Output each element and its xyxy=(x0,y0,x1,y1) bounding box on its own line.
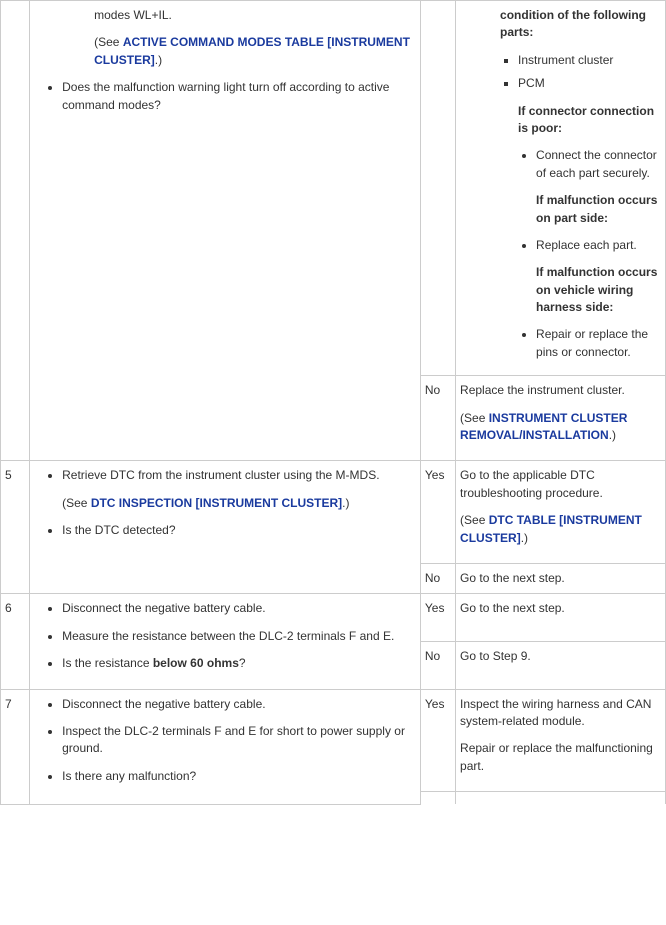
step-7-yes-action: Inspect the wiring harness and CAN syste… xyxy=(456,689,666,792)
step-4-cont-text: modes WL+IL. xyxy=(94,7,416,24)
step-6-inspection: Disconnect the negative battery cable. M… xyxy=(30,594,421,689)
step-5-see: (See DTC INSPECTION [INSTRUMENT CLUSTER]… xyxy=(62,495,416,512)
step-7-no-action xyxy=(456,792,666,805)
step-5-b2: Is the DTC detected? xyxy=(62,522,416,539)
step-5-yes-label: Yes xyxy=(420,461,455,564)
step-6-number: 6 xyxy=(1,594,30,689)
step-7-inspection: Disconnect the negative battery cable. I… xyxy=(30,689,421,804)
step-5-yes-action: Go to the applicable DTC troubleshooting… xyxy=(456,461,666,564)
step-6-b1: Disconnect the negative battery cable. xyxy=(62,600,416,617)
step-4-question: Does the malfunction warning light turn … xyxy=(62,79,416,114)
step-4-number xyxy=(1,1,30,461)
link-active-command-modes[interactable]: ACTIVE COMMAND MODES TABLE [INSTRUMENT C… xyxy=(94,35,410,66)
step-7-b2: Inspect the DLC-2 terminals F and E for … xyxy=(62,723,416,758)
step-4-no-action: Replace the instrument cluster. (See INS… xyxy=(456,376,666,461)
step-7-yes-label: Yes xyxy=(420,689,455,792)
step-5-inspection: Retrieve DTC from the instrument cluster… xyxy=(30,461,421,594)
step-4-yes-label xyxy=(420,1,455,376)
step-4-yes-h2: If connector connection is poor: xyxy=(518,103,661,138)
step-6-yes-action: Go to the next step. xyxy=(456,594,666,642)
step-4-yes-sub2: Connect the connector of each part secur… xyxy=(536,147,661,227)
step-4-see: (See ACTIVE COMMAND MODES TABLE [INSTRUM… xyxy=(94,34,416,69)
step-4-yes-sub4: Repair or replace the pins or connector. xyxy=(536,326,661,361)
step-4-yes-h4: If malfunction occurs on vehicle wiring … xyxy=(536,264,661,316)
step-5-no-label: No xyxy=(420,563,455,593)
step-4-no-see: (See INSTRUMENT CLUSTER REMOVAL/INSTALLA… xyxy=(460,410,661,445)
step-4-part-pcm: PCM If connector connection is poor: Con… xyxy=(518,75,661,361)
diagnostic-table: modes WL+IL. (See ACTIVE COMMAND MODES T… xyxy=(0,0,666,805)
step-7-number: 7 xyxy=(1,689,30,804)
step-5-b1: Retrieve DTC from the instrument cluster… xyxy=(62,467,416,512)
step-7-no-label xyxy=(420,792,455,805)
step-7-b3: Is there any malfunction? xyxy=(62,768,416,785)
step-4-yes-h1: condition of the following parts: xyxy=(500,7,661,42)
step-4-yes-h3: If malfunction occurs on part side: xyxy=(536,192,661,227)
step-4-no-label: No xyxy=(420,376,455,461)
step-4-yes-sub3: Replace each part. If malfunction occurs… xyxy=(536,237,661,317)
step-6-b3: Is the resistance below 60 ohms? xyxy=(62,655,416,672)
step-5-number: 5 xyxy=(1,461,30,594)
step-4-inspection: modes WL+IL. (See ACTIVE COMMAND MODES T… xyxy=(30,1,421,461)
step-6-b2: Measure the resistance between the DLC-2… xyxy=(62,628,416,645)
step-4-yes-action: condition of the following parts: Instru… xyxy=(456,1,666,376)
step-5-yes-see: (See DTC TABLE [INSTRUMENT CLUSTER].) xyxy=(460,512,661,547)
link-dtc-inspection[interactable]: DTC INSPECTION [INSTRUMENT CLUSTER] xyxy=(91,496,342,510)
step-6-yes-label: Yes xyxy=(420,594,455,642)
step-6-no-action: Go to Step 9. xyxy=(456,641,666,689)
step-6-no-label: No xyxy=(420,641,455,689)
step-5-no-action: Go to the next step. xyxy=(456,563,666,593)
step-4-part-ic: Instrument cluster xyxy=(518,52,661,69)
step-7-b1: Disconnect the negative battery cable. xyxy=(62,696,416,713)
